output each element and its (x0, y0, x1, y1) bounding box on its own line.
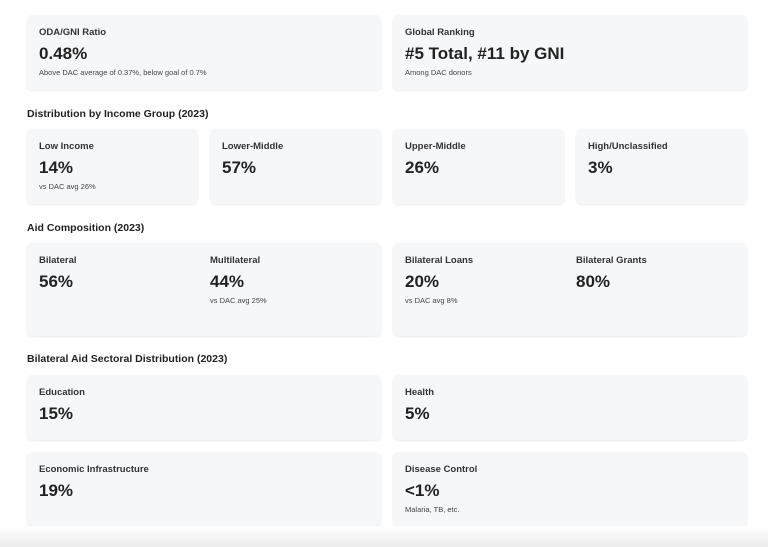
card-value: 56% (39, 272, 74, 291)
card-value: 0.48% (39, 44, 88, 63)
card-value: 14% (39, 158, 74, 177)
card: Lower-Middle 57% (210, 129, 381, 204)
card: ODA/GNI Ratio 0.48% Above DAC average of 0… (27, 15, 381, 90)
section-title: Distribution by Income Group (2023) (27, 108, 209, 120)
card-value: 80% (576, 272, 611, 291)
card-value: #5 Total, #11 by GNI (405, 44, 565, 63)
card-label: Health (405, 387, 435, 398)
card-label: Lower-Middle (222, 141, 284, 152)
card-value: 3% (588, 158, 613, 177)
card-value: 44% (210, 272, 245, 291)
card-label: Multilateral (210, 255, 261, 266)
card: Low Income 14% vs DAC avg 26% (27, 129, 198, 204)
card-value: <1% (405, 481, 440, 500)
card-note: vs DAC avg 25% (210, 296, 267, 305)
card-value: 20% (405, 272, 440, 291)
card-label: Global Ranking (405, 27, 475, 38)
section-title: Bilateral Aid Sectoral Distribution (202… (27, 353, 228, 365)
card: Health 5% (393, 375, 747, 440)
card-label: Bilateral Loans (405, 255, 474, 266)
card-note: vs DAC avg 8% (405, 296, 458, 305)
card-label: Bilateral (39, 255, 77, 266)
card-label: ODA/GNI Ratio (39, 27, 107, 38)
card: Bilateral Loans 20% vs DAC avg 8% Bilateral… (393, 243, 747, 336)
card-label: Economic Infrastructure (39, 464, 149, 475)
card-label: Low Income (39, 141, 94, 152)
card-label: High/Unclassified (588, 141, 668, 152)
card-value: 26% (405, 158, 440, 177)
card-label: Education (39, 387, 85, 398)
card-note: Above DAC average of 0.37%, below goal o… (39, 68, 207, 77)
card-note: Among DAC donors (405, 68, 472, 77)
card-label: Upper-Middle (405, 141, 466, 152)
bottom-shade (0, 526, 768, 547)
card: Global Ranking #5 Total, #11 by GNI Among … (393, 15, 747, 90)
card: Education 15% (27, 375, 381, 440)
card-note: vs DAC avg 26% (39, 182, 96, 191)
card-value: 5% (405, 404, 430, 423)
card-note: Malaria, TB, etc. (405, 505, 460, 514)
card: Economic Infrastructure 19% (27, 452, 381, 526)
card-value: 19% (39, 481, 74, 500)
card: Bilateral 56% Multilateral 44% vs DAC avg 25… (27, 243, 381, 336)
card-label: Disease Control (405, 464, 478, 475)
card-value: 15% (39, 404, 74, 423)
card-label: Bilateral Grants (576, 255, 647, 266)
card: Disease Control <1% Malaria, TB, etc. (393, 452, 747, 526)
section-title: Aid Composition (2023) (27, 222, 145, 234)
card: High/Unclassified 3% (576, 129, 747, 204)
card-value: 57% (222, 158, 257, 177)
card: Upper-Middle 26% (393, 129, 564, 204)
